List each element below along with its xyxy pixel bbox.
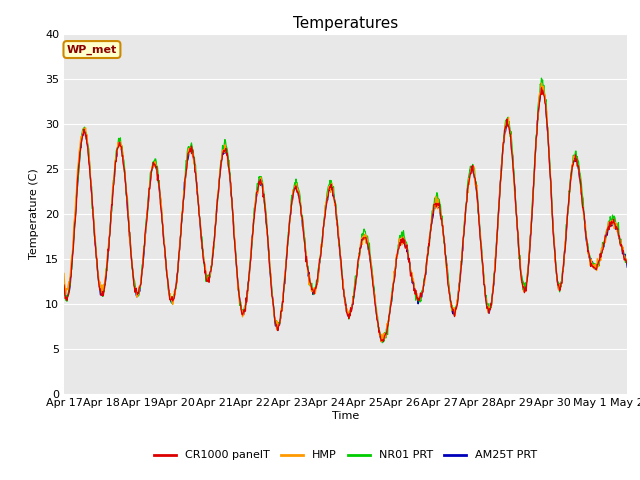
AM25T PRT	[380, 339, 387, 345]
AM25T PRT	[87, 184, 95, 190]
NR01 PRT	[87, 181, 95, 187]
HMP	[294, 186, 301, 192]
Line: AM25T PRT: AM25T PRT	[64, 87, 627, 342]
HMP	[60, 270, 68, 276]
HMP	[392, 252, 400, 257]
AM25T PRT	[294, 185, 301, 191]
CR1000 panelT	[60, 282, 68, 288]
Legend: CR1000 panelT, HMP, NR01 PRT, AM25T PRT: CR1000 panelT, HMP, NR01 PRT, AM25T PRT	[149, 446, 542, 465]
AM25T PRT	[596, 255, 604, 261]
Y-axis label: Temperature (C): Temperature (C)	[29, 168, 40, 259]
HMP	[538, 80, 545, 86]
Title: Temperatures: Temperatures	[293, 16, 398, 31]
CR1000 panelT	[87, 183, 95, 189]
HMP	[596, 254, 604, 260]
NR01 PRT	[294, 185, 301, 191]
CR1000 panelT	[380, 338, 387, 344]
AM25T PRT	[605, 222, 613, 228]
HMP	[87, 179, 95, 184]
NR01 PRT	[605, 218, 613, 224]
NR01 PRT	[392, 257, 400, 263]
NR01 PRT	[538, 75, 545, 81]
AM25T PRT	[392, 256, 400, 262]
CR1000 panelT	[605, 227, 613, 232]
AM25T PRT	[164, 287, 172, 293]
NR01 PRT	[596, 252, 604, 258]
Line: CR1000 panelT: CR1000 panelT	[64, 88, 627, 341]
CR1000 panelT	[596, 251, 604, 257]
HMP	[164, 288, 172, 294]
HMP	[623, 256, 631, 262]
CR1000 panelT	[164, 284, 172, 289]
AM25T PRT	[60, 287, 68, 292]
CR1000 panelT	[538, 85, 545, 91]
Line: HMP: HMP	[64, 83, 627, 342]
NR01 PRT	[623, 258, 631, 264]
Text: WP_met: WP_met	[67, 44, 117, 55]
NR01 PRT	[378, 340, 386, 346]
AM25T PRT	[623, 264, 631, 270]
NR01 PRT	[164, 288, 172, 294]
NR01 PRT	[60, 283, 68, 288]
HMP	[378, 339, 385, 345]
CR1000 panelT	[294, 189, 301, 194]
Line: NR01 PRT: NR01 PRT	[64, 78, 627, 343]
X-axis label: Time: Time	[332, 411, 359, 421]
AM25T PRT	[539, 84, 547, 90]
HMP	[605, 219, 613, 225]
CR1000 panelT	[623, 260, 631, 266]
CR1000 panelT	[392, 255, 400, 261]
